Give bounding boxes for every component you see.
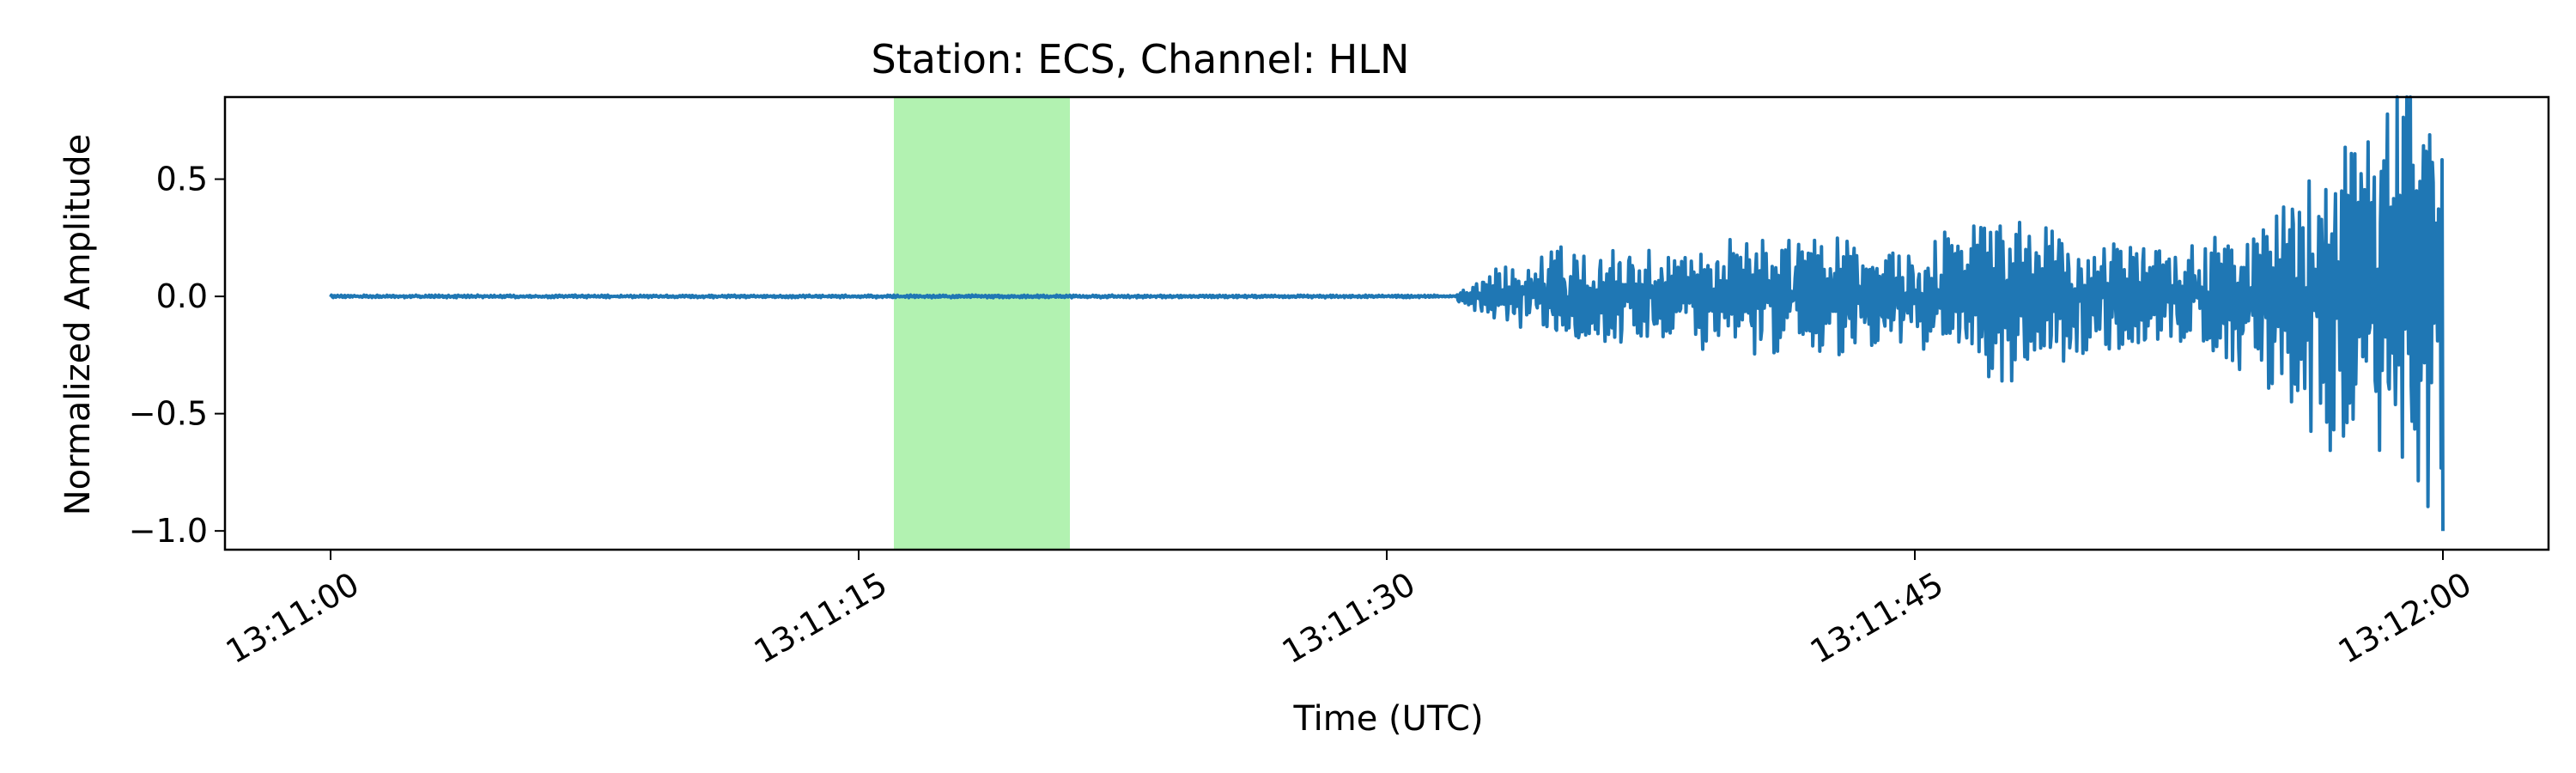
highlight-window-layer (894, 97, 1070, 550)
trace-layer (329, 95, 2445, 532)
y-tick-label: 0.0 (156, 277, 208, 315)
y-tick-label: −0.5 (129, 395, 208, 433)
x-tick-label: 13:11:15 (748, 565, 894, 671)
y-tick-label: −1.0 (129, 512, 208, 550)
y-tick-label: 0.5 (156, 161, 208, 198)
x-tick-label: 13:11:45 (1804, 565, 1950, 671)
x-axis-label: Time (UTC) (1292, 699, 1483, 739)
waveform-trace (329, 95, 2445, 532)
y-axis-label: Normalized Amplitude (58, 134, 98, 516)
highlight-window (894, 97, 1070, 550)
x-tick-label: 13:11:00 (220, 565, 366, 671)
axes-frame (223, 95, 2550, 551)
x-ticks: 13:11:00 13:11:15 13:11:30 13:11:45 13:12:00 (220, 550, 2478, 671)
y-ticks: 0.5 0.0 −0.5 −1.0 (129, 161, 225, 550)
x-tick-label: 13:11:30 (1276, 565, 1422, 671)
chart-title: Station: ECS, Channel: HLN (872, 36, 1410, 82)
x-tick-label: 13:12:00 (2332, 565, 2478, 671)
